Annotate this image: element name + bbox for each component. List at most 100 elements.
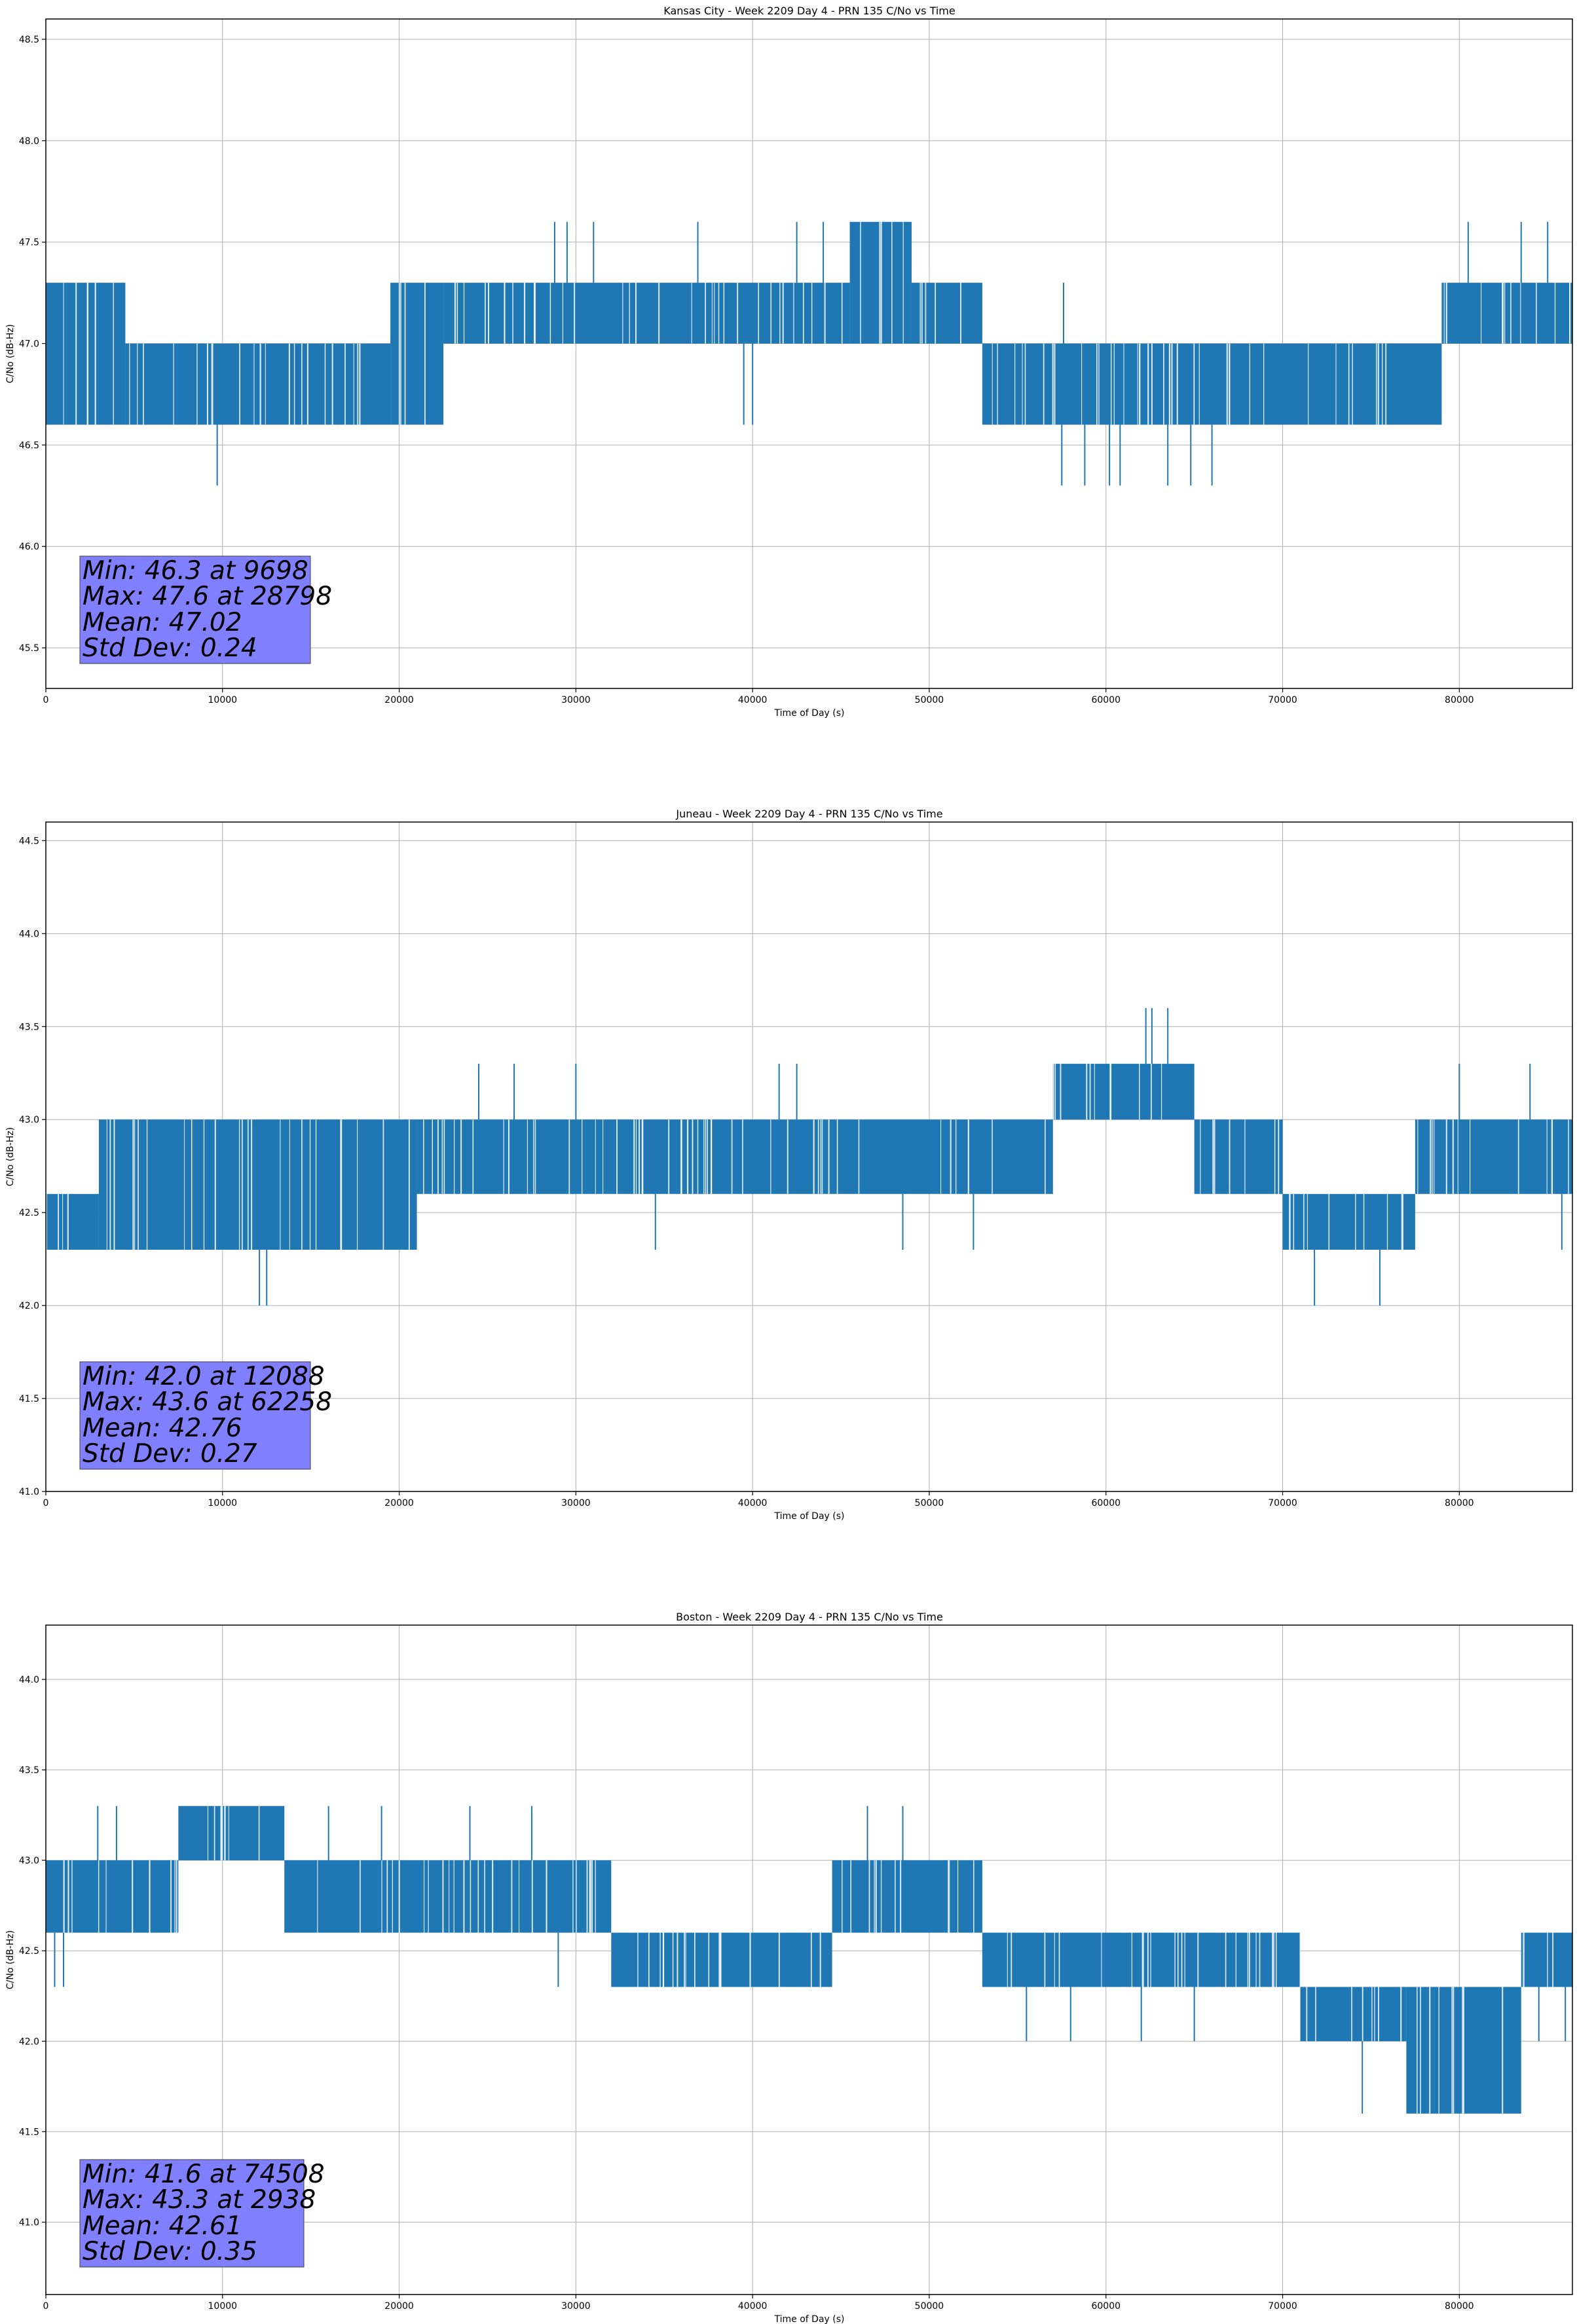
chart-title: Juneau - Week 2209 Day 4 - PRN 135 C/No … xyxy=(675,808,942,820)
y-axis-ticks: 45.5 46.0 46.5 47.0 47.5 48.0 48.5 xyxy=(19,35,46,654)
y-tick-label: 44.0 xyxy=(19,929,39,939)
dense-band xyxy=(1194,1119,1283,1194)
dense-band xyxy=(982,1932,1301,1987)
band-fill xyxy=(911,282,982,344)
y-tick-label: 42.0 xyxy=(19,2036,39,2047)
band-fill xyxy=(1052,1064,1195,1120)
x-tick-label: 50000 xyxy=(915,1498,944,1509)
dense-band xyxy=(1406,1987,1521,2114)
y-axis-label: C/No (dB-Hz) xyxy=(5,324,16,383)
x-tick-label: 60000 xyxy=(1091,1498,1121,1509)
y-tick-label: 46.0 xyxy=(19,542,39,552)
dense-band xyxy=(849,221,912,344)
y-tick-label: 41.0 xyxy=(19,1487,39,1497)
dense-band xyxy=(1300,1987,1407,2042)
x-axis-ticks: 0 10000 20000 30000 40000 50000 60000 70000 8000… xyxy=(43,688,1474,705)
band-fill xyxy=(1194,1119,1283,1194)
x-tick-label: 0 xyxy=(43,2301,49,2312)
band-fill xyxy=(1282,1193,1415,1250)
data-series xyxy=(46,221,1572,486)
band-fill xyxy=(178,1806,285,1861)
y-axis-label: C/No (dB-Hz) xyxy=(5,1930,16,1989)
stats-max-label: Max: 47.6 at 28798 xyxy=(83,582,332,611)
x-tick-label: 30000 xyxy=(561,2301,591,2312)
plot-frame xyxy=(45,18,1573,689)
band-fill xyxy=(1415,1119,1572,1194)
x-tick-label: 10000 xyxy=(208,2301,238,2312)
band-fill xyxy=(1521,1932,1572,1987)
dense-band xyxy=(982,343,1442,425)
y-tick-label: 42.5 xyxy=(19,1208,39,1218)
y-axis-ticks: 41.0 41.5 42.0 42.5 43.0 43.5 44.0 44.5 xyxy=(19,836,46,1497)
dense-band xyxy=(1521,1932,1572,1987)
stats-box-background xyxy=(79,555,311,664)
dense-band xyxy=(443,282,850,344)
stats-box: Min: 46.3 at 9698 Max: 47.6 at 28798 Mea… xyxy=(79,555,332,664)
x-tick-label: 30000 xyxy=(561,695,591,705)
dense-band xyxy=(45,1193,99,1250)
dense-band xyxy=(125,343,391,425)
x-tick-label: 80000 xyxy=(1445,2301,1474,2312)
y-tick-label: 47.5 xyxy=(19,238,39,248)
data-series xyxy=(46,1806,1572,2114)
y-axis-ticks: 41.0 41.5 42.0 42.5 43.0 43.5 44.0 xyxy=(19,1675,46,2228)
stats-box: Min: 41.6 at 74508 Max: 43.3 at 2938 Mea… xyxy=(79,2159,325,2268)
band-fill xyxy=(46,282,126,425)
x-tick-label: 0 xyxy=(43,1498,49,1509)
dense-band xyxy=(1052,1064,1195,1120)
dense-band xyxy=(178,1806,285,1861)
band-fill xyxy=(443,282,850,344)
stats-box-background xyxy=(79,1361,311,1470)
dense-band xyxy=(1415,1119,1572,1194)
y-tick-label: 47.0 xyxy=(19,339,39,350)
y-tick-label: 46.5 xyxy=(19,440,39,451)
x-axis-label: Time of Day (s) xyxy=(774,2314,845,2324)
x-tick-label: 50000 xyxy=(915,695,944,705)
band-fill xyxy=(982,343,1442,425)
dense-band xyxy=(46,282,126,425)
stats-max-label: Max: 43.3 at 2938 xyxy=(83,2185,316,2215)
x-tick-label: 10000 xyxy=(208,1498,238,1509)
y-tick-label: 43.0 xyxy=(19,1115,39,1125)
band-fill xyxy=(284,1860,612,1933)
band-fill xyxy=(46,1193,99,1250)
stats-box-background xyxy=(79,2159,305,2268)
x-tick-label: 20000 xyxy=(384,1498,414,1509)
band-fill xyxy=(1441,282,1572,344)
x-tick-label: 60000 xyxy=(1091,695,1121,705)
x-tick-label: 0 xyxy=(43,695,49,705)
x-tick-label: 50000 xyxy=(915,2301,944,2312)
stats-mean-label: Mean: 42.76 xyxy=(83,1414,242,1443)
band-fill xyxy=(390,282,444,425)
band-fill xyxy=(849,221,912,344)
x-tick-label: 40000 xyxy=(738,1498,768,1509)
x-tick-label: 60000 xyxy=(1091,2301,1121,2312)
x-axis-ticks: 0 10000 20000 30000 40000 50000 60000 70000 8000… xyxy=(43,2295,1474,2312)
stats-std-label: Std Dev: 0.35 xyxy=(83,2237,257,2266)
y-tick-label: 48.5 xyxy=(19,35,39,45)
dense-band xyxy=(390,282,444,425)
y-tick-label: 45.5 xyxy=(19,643,39,654)
x-tick-label: 70000 xyxy=(1268,695,1297,705)
dense-band xyxy=(1282,1193,1415,1250)
x-tick-label: 70000 xyxy=(1268,2301,1297,2312)
y-axis-label: C/No (dB-Hz) xyxy=(5,1127,16,1186)
y-tick-label: 44.0 xyxy=(19,1675,39,1685)
band-fill xyxy=(611,1932,832,1987)
stats-min-label: Min: 41.6 at 74508 xyxy=(83,2160,325,2189)
stats-mean-label: Mean: 47.02 xyxy=(83,608,242,637)
dense-band xyxy=(417,1119,1053,1194)
band-fill xyxy=(125,343,391,425)
band-fill xyxy=(98,1119,417,1250)
x-axis-ticks: 0 10000 20000 30000 40000 50000 60000 70000 8000… xyxy=(43,1491,1474,1509)
y-tick-label: 41.0 xyxy=(19,2218,39,2228)
band-fill xyxy=(417,1119,1053,1194)
dense-band xyxy=(911,282,982,344)
stats-min-label: Min: 42.0 at 12088 xyxy=(83,1362,325,1391)
chart-panel-boston: Boston - Week 2209 Day 4 - PRN 135 C/No … xyxy=(5,1611,1573,2324)
x-tick-label: 30000 xyxy=(561,1498,591,1509)
stats-mean-label: Mean: 42.61 xyxy=(83,2211,242,2241)
x-tick-label: 80000 xyxy=(1445,1498,1474,1509)
x-axis-label: Time of Day (s) xyxy=(774,708,845,719)
y-tick-label: 41.5 xyxy=(19,1394,39,1404)
